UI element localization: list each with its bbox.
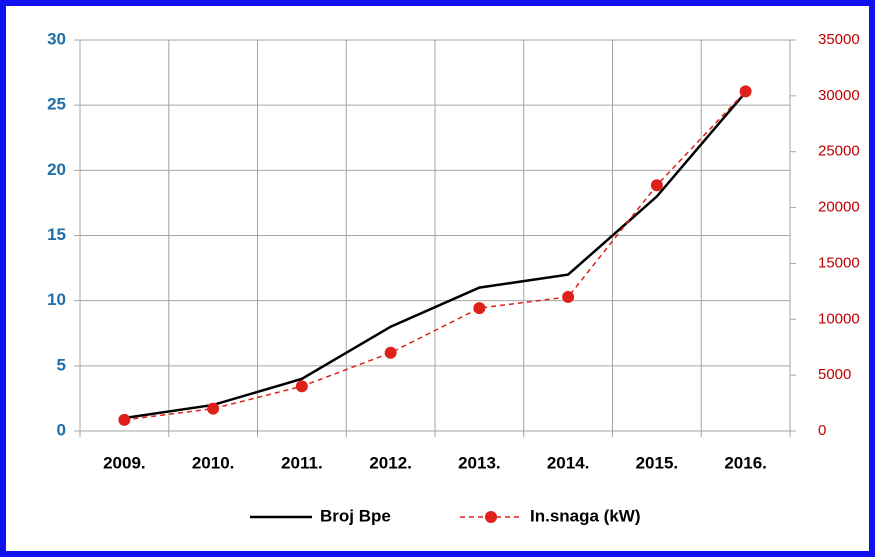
- marker: [562, 290, 575, 303]
- legend-marker: [485, 511, 497, 523]
- marker: [207, 402, 220, 415]
- line: [124, 90, 747, 421]
- y-tick-label: 5: [57, 355, 66, 374]
- x-tick-label: 2011.: [281, 453, 323, 472]
- frame: [6, 6, 869, 551]
- y-tick-label: 0: [57, 420, 66, 439]
- marker: [739, 85, 752, 98]
- x-tick-label: 2010.: [192, 453, 235, 472]
- y-tick-label: 15: [47, 225, 66, 244]
- line: [124, 91, 747, 420]
- y2-tick-label: 20000: [818, 199, 860, 216]
- y2-tick-label: 0: [818, 422, 826, 439]
- marker: [650, 179, 663, 192]
- y2-tick-label: 30000: [818, 87, 860, 104]
- y-tick-label: 20: [47, 160, 66, 179]
- x-tick-label: 2015.: [636, 453, 679, 472]
- y2-tick-label: 5000: [818, 366, 851, 383]
- y2-tick-label: 15000: [818, 254, 860, 271]
- legend-label: Broj Bpe: [320, 506, 391, 525]
- y-tick-label: 10: [47, 290, 66, 309]
- marker: [473, 302, 486, 315]
- x-tick-label: 2012.: [369, 453, 412, 472]
- y-tick-label: 30: [47, 29, 66, 48]
- marker: [384, 346, 397, 359]
- x-tick-label: 2014.: [547, 453, 590, 472]
- legend-label: In.snaga (kW): [530, 506, 641, 525]
- y2-tick-label: 10000: [818, 310, 860, 327]
- x-tick-label: 2009.: [103, 453, 146, 472]
- y2-tick-label: 25000: [818, 143, 860, 160]
- marker: [295, 380, 308, 393]
- y-tick-label: 25: [47, 95, 66, 114]
- y2-tick-label: 35000: [818, 31, 860, 48]
- x-tick-label: 2013.: [458, 453, 501, 472]
- x-tick-label: 2016.: [724, 453, 767, 472]
- marker: [118, 413, 131, 426]
